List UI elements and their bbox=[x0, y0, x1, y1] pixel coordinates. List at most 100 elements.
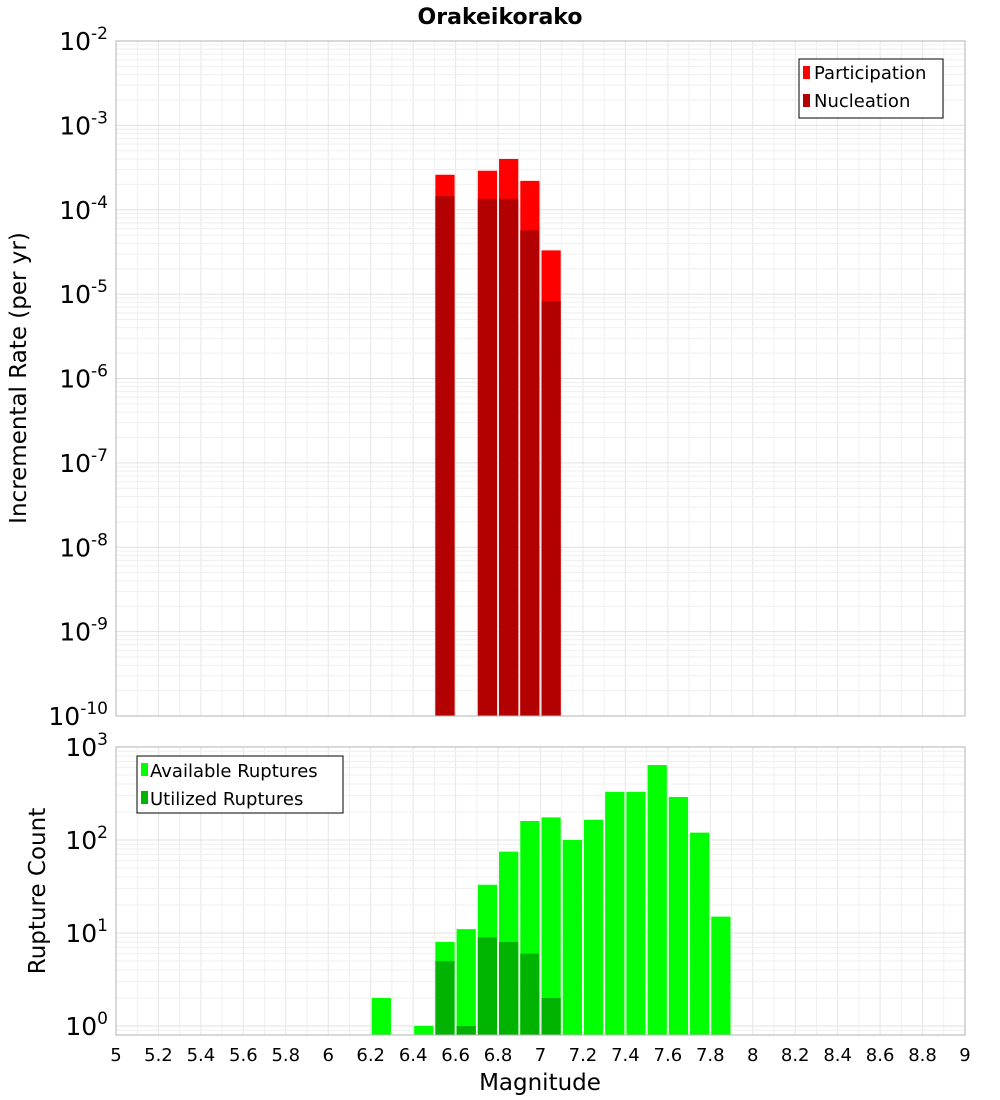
top-bar-nucleation bbox=[477, 198, 498, 717]
x-tick-label: 7.6 bbox=[654, 1045, 683, 1066]
top-bars bbox=[435, 158, 561, 717]
y-tick-exponent: -6 bbox=[91, 362, 108, 382]
bottom-bar-utilized-ruptures bbox=[435, 960, 455, 1035]
y-tick-base: 10 bbox=[65, 1012, 97, 1041]
y-tick-exponent: -10 bbox=[80, 699, 108, 719]
y-tick-base: 10 bbox=[65, 919, 97, 948]
top-gridlines bbox=[115, 40, 966, 717]
y-tick-exponent: -8 bbox=[91, 530, 108, 550]
legend-swatch-utilized bbox=[141, 791, 148, 804]
y-tick-base: 10 bbox=[59, 280, 91, 309]
bottom-bars bbox=[371, 765, 731, 1035]
x-tick-label: 6 bbox=[323, 1045, 334, 1066]
y-tick-base: 10 bbox=[59, 27, 91, 56]
y-tick-exponent: 0 bbox=[97, 1009, 108, 1029]
top-chart-panel: 10-210-310-410-510-610-710-810-910-10 In… bbox=[6, 24, 966, 731]
y-tick-exponent: -4 bbox=[91, 193, 108, 213]
bottom-y-tick-label: 100 bbox=[65, 1009, 108, 1041]
legend-label-available: Available Ruptures bbox=[150, 761, 318, 782]
x-tick-label: 8.6 bbox=[866, 1045, 895, 1066]
bottom-plot-frame bbox=[115, 746, 966, 1036]
x-tick-label: 5.4 bbox=[187, 1045, 216, 1066]
bottom-bar-utilized-ruptures bbox=[456, 1025, 476, 1035]
top-y-tick-label: 10-5 bbox=[59, 277, 108, 309]
legend-label-nucleation: Nucleation bbox=[814, 91, 910, 112]
top-y-tick-label: 10-4 bbox=[59, 193, 108, 225]
y-tick-base: 10 bbox=[59, 618, 91, 647]
top-y-tick-label: 10-10 bbox=[48, 699, 108, 731]
x-tick-label: 7.8 bbox=[696, 1045, 725, 1066]
x-tick-label: 7.2 bbox=[569, 1045, 598, 1066]
top-bar-nucleation bbox=[541, 300, 561, 716]
x-tick-label: 6.6 bbox=[441, 1045, 470, 1066]
x-tick-label: 8.8 bbox=[908, 1045, 937, 1066]
x-tick-label: 6.4 bbox=[399, 1045, 428, 1066]
y-tick-exponent: 3 bbox=[97, 730, 108, 750]
top-legend-box bbox=[798, 58, 944, 119]
legend-label-utilized: Utilized Ruptures bbox=[150, 789, 303, 810]
x-tick-label: 5 bbox=[110, 1045, 121, 1066]
x-tick-label: 5.2 bbox=[144, 1045, 173, 1066]
x-tick-label: 5.6 bbox=[229, 1045, 258, 1066]
chart-title: Orakeikorako bbox=[418, 5, 583, 30]
bottom-legend: Available Ruptures Utilized Ruptures bbox=[136, 755, 344, 814]
bottom-bar-utilized-ruptures bbox=[499, 942, 519, 1035]
top-y-tick-labels: 10-210-310-410-510-610-710-810-910-10 bbox=[48, 24, 108, 731]
x-tick-label: 9 bbox=[959, 1045, 970, 1066]
legend-label-participation: Participation bbox=[814, 63, 926, 84]
legend-swatch-participation bbox=[803, 66, 810, 79]
bottom-y-tick-label: 101 bbox=[65, 916, 108, 948]
y-tick-exponent: -9 bbox=[91, 615, 108, 635]
x-tick-label: 6.8 bbox=[484, 1045, 513, 1066]
top-plot-frame bbox=[115, 40, 966, 717]
top-y-tick-label: 10-3 bbox=[59, 108, 108, 140]
y-tick-exponent: 1 bbox=[97, 916, 108, 936]
bottom-bar-available-ruptures bbox=[626, 791, 646, 1035]
x-tick-labels: 5 5.2 5.4 5.6 5.8 6 6.2 6.4 6.6 6.8 7 7.2 7.4 7.6 7.8 8… bbox=[110, 1045, 970, 1066]
bottom-bar-available-ruptures bbox=[668, 796, 689, 1035]
top-y-axis-label: Incremental Rate (per yr) bbox=[6, 232, 32, 524]
y-tick-exponent: -2 bbox=[91, 24, 108, 44]
bottom-bar-available-ruptures bbox=[541, 817, 561, 1035]
x-tick-label: 5.8 bbox=[271, 1045, 300, 1066]
bottom-bar-available-ruptures bbox=[583, 819, 604, 1035]
y-tick-base: 10 bbox=[59, 111, 91, 140]
top-legend: Participation Nucleation bbox=[798, 58, 944, 119]
bottom-legend-box bbox=[136, 755, 344, 814]
y-tick-exponent: -7 bbox=[91, 446, 108, 466]
y-tick-exponent: -5 bbox=[91, 277, 108, 297]
bottom-bar-utilized-ruptures bbox=[477, 937, 498, 1035]
y-tick-base: 10 bbox=[59, 196, 91, 225]
bottom-y-tick-label: 103 bbox=[65, 730, 108, 762]
bottom-bar-available-ruptures bbox=[711, 916, 731, 1035]
top-y-tick-label: 10-9 bbox=[59, 615, 108, 647]
x-tick-label: 7 bbox=[535, 1045, 546, 1066]
y-tick-base: 10 bbox=[59, 449, 91, 478]
bottom-bar-available-ruptures bbox=[605, 791, 625, 1035]
bottom-bar-available-ruptures bbox=[414, 1025, 434, 1035]
y-tick-base: 10 bbox=[65, 826, 97, 855]
x-tick-label: 7.4 bbox=[611, 1045, 640, 1066]
top-y-tick-label: 10-8 bbox=[59, 530, 108, 562]
bottom-bar-available-ruptures bbox=[456, 929, 476, 1035]
x-tick-label: 6.2 bbox=[356, 1045, 385, 1066]
y-tick-base: 10 bbox=[59, 533, 91, 562]
x-tick-label: 8.2 bbox=[781, 1045, 810, 1066]
y-tick-exponent: -3 bbox=[91, 108, 108, 128]
top-bar-nucleation bbox=[499, 198, 519, 717]
bottom-bar-available-ruptures bbox=[562, 839, 582, 1035]
bottom-bar-available-ruptures bbox=[690, 832, 710, 1035]
x-axis-label: Magnitude bbox=[479, 1070, 601, 1096]
top-y-tick-label: 10-2 bbox=[59, 24, 108, 56]
y-tick-exponent: 2 bbox=[97, 823, 108, 843]
y-tick-base: 10 bbox=[48, 702, 80, 731]
x-tick-label: 8.4 bbox=[823, 1045, 852, 1066]
bottom-bar-utilized-ruptures bbox=[520, 953, 540, 1035]
x-tick-label: 8 bbox=[747, 1045, 758, 1066]
bottom-bar-available-ruptures bbox=[647, 765, 667, 1035]
bottom-bar-utilized-ruptures bbox=[541, 997, 561, 1035]
y-tick-base: 10 bbox=[65, 733, 97, 762]
top-y-tick-label: 10-7 bbox=[59, 446, 108, 478]
